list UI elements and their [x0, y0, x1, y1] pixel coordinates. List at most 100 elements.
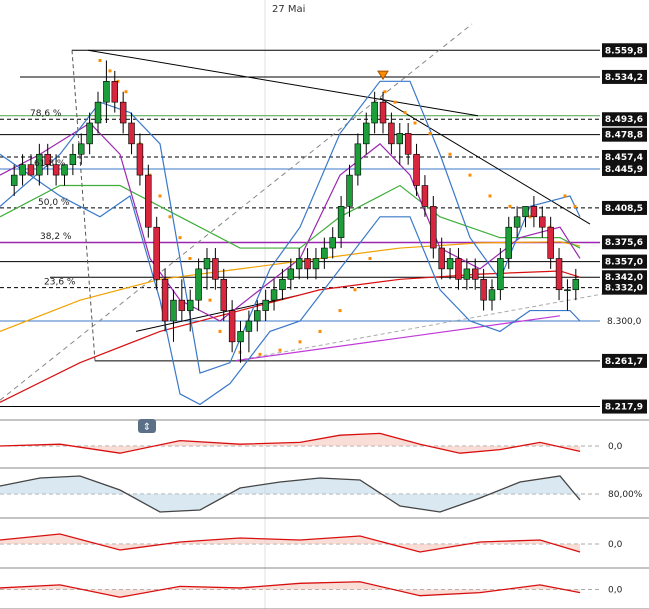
candle-body	[471, 268, 479, 280]
price-box-label: 8.342,0	[605, 273, 643, 283]
price-box-label: 8.559,8	[605, 46, 643, 56]
fib-anchor	[71, 50, 96, 361]
fib-label: 23,6 %	[44, 278, 76, 288]
sar-dot	[158, 194, 162, 198]
date-label: 27 Mai	[272, 4, 305, 15]
signal-marker	[377, 70, 389, 81]
sar-dot	[468, 173, 472, 177]
candle-body	[119, 101, 127, 124]
sar-dot	[98, 58, 102, 62]
candle-body	[203, 258, 211, 270]
price-box-label: 8.445,9	[605, 165, 643, 175]
candle-body	[111, 81, 119, 103]
candle-body	[404, 133, 412, 155]
candle-body	[421, 185, 429, 207]
candle-body	[69, 153, 77, 165]
sar-dot	[393, 100, 397, 104]
sar-dot	[573, 204, 577, 208]
candle-body	[220, 279, 227, 311]
candle-body	[505, 226, 512, 259]
candle-body	[455, 258, 462, 280]
candle-body	[547, 226, 554, 259]
panel-axis-label: 0,0	[608, 540, 623, 550]
trendline-down-2	[379, 97, 591, 225]
candle-body	[136, 143, 144, 176]
sar-dot	[508, 204, 512, 208]
sar-dot	[168, 215, 172, 219]
candle-body	[270, 289, 278, 301]
candle-body	[446, 258, 454, 270]
candle-body	[212, 258, 219, 280]
panel-line	[0, 533, 581, 553]
price-box	[602, 127, 647, 142]
sar-dot	[178, 236, 182, 240]
price-box	[602, 149, 647, 164]
price-box	[602, 112, 647, 127]
candle-body	[10, 174, 18, 186]
sar-dot	[338, 309, 342, 313]
sar-dot	[108, 69, 112, 73]
price-box-label: 8.478,8	[605, 131, 643, 141]
candle-body	[371, 101, 378, 124]
trend-channel-2	[235, 285, 649, 362]
price-box-label: 8.457,4	[605, 153, 643, 163]
candle-body	[145, 174, 152, 228]
collapse-icon: ⇕	[143, 422, 151, 433]
candle-body	[61, 164, 68, 176]
panel-axis-label: 80,00%	[608, 490, 643, 500]
candle-body	[438, 247, 445, 270]
candle-body	[337, 206, 345, 238]
fib-label: 50,0 %	[38, 198, 70, 208]
candle-body	[128, 122, 135, 145]
candle-body	[36, 153, 43, 176]
candle-body	[363, 122, 370, 145]
candle-body	[161, 279, 169, 322]
trendline-down	[87, 49, 479, 117]
bollinger-lower	[0, 153, 581, 406]
candle-body	[513, 216, 521, 228]
sar-dot	[563, 194, 567, 198]
candle-body	[346, 174, 353, 207]
candle-body	[78, 143, 85, 155]
price-box-label: 8.332,0	[605, 284, 643, 294]
candle-body	[287, 268, 295, 280]
support-line	[235, 315, 561, 362]
collapse-handle[interactable]: ⇕	[138, 419, 156, 433]
price-box-label: 8.261,7	[605, 357, 643, 367]
trend-channel	[0, 23, 473, 401]
sar-dot	[318, 329, 322, 333]
candle-body	[27, 164, 35, 176]
candle-body	[237, 331, 244, 343]
price-box	[602, 399, 647, 414]
candle-body	[295, 258, 303, 270]
candle-body	[44, 153, 51, 165]
candle-body	[279, 279, 286, 291]
candle-body	[312, 258, 320, 270]
sar-dot	[403, 111, 407, 115]
indicator-panels: 0,0 80,00% 0,0 0,0	[0, 432, 649, 609]
sar-dot	[208, 298, 212, 302]
candle-body	[413, 153, 420, 186]
candle-body	[354, 143, 362, 176]
sar-dot	[218, 329, 222, 333]
support-line-2	[135, 294, 301, 332]
sar-dot	[448, 152, 452, 156]
price-box	[602, 161, 647, 176]
candle-body	[86, 122, 93, 145]
candle-body	[522, 206, 529, 218]
price-box	[602, 235, 647, 250]
price-box	[602, 200, 647, 215]
price-box	[602, 280, 647, 295]
candle-body	[530, 206, 538, 218]
price-box-label: 8.375,6	[605, 238, 643, 248]
candles-layer	[10, 60, 580, 363]
candle-body	[539, 216, 546, 228]
sar-dot	[278, 348, 282, 352]
overlay-lines	[0, 23, 649, 406]
panel-area	[0, 534, 580, 552]
price-box-label: 8.534,2	[605, 73, 643, 83]
panel-area	[0, 581, 580, 598]
candle-body	[396, 133, 404, 145]
candle-body	[463, 268, 471, 280]
candle-body	[228, 310, 236, 343]
